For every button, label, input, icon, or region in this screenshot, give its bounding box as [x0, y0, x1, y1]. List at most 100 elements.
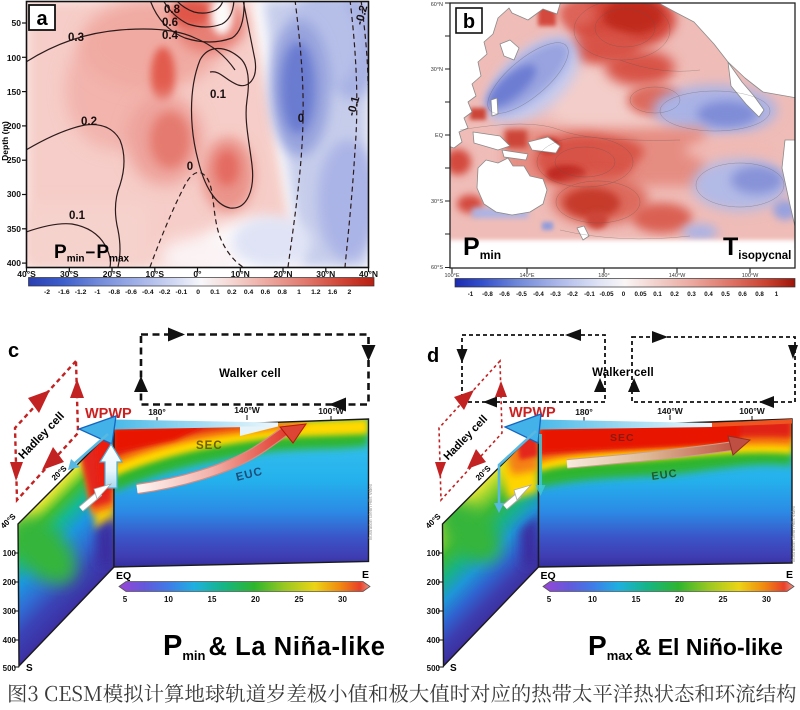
- svg-text:0.2: 0.2: [227, 289, 237, 296]
- svg-text:20°N: 20°N: [274, 269, 293, 279]
- svg-text:-1.2: -1.2: [75, 289, 87, 296]
- svg-text:0.4: 0.4: [162, 30, 179, 42]
- svg-text:-0.4: -0.4: [533, 291, 544, 298]
- svg-text:Pmin& La Niña-like: Pmin & La Niña-like: [163, 630, 386, 663]
- svg-text:0: 0: [187, 161, 193, 173]
- svg-text:Illustration Glenn Hills Video: Illustration Glenn Hills Video: [791, 505, 796, 562]
- svg-text:60°N: 60°N: [431, 2, 443, 8]
- svg-text:d: d: [427, 345, 439, 367]
- svg-text:-0.05: -0.05: [599, 291, 614, 298]
- svg-text:WPWP: WPWP: [85, 406, 132, 422]
- svg-text:-0.8: -0.8: [482, 291, 493, 298]
- svg-text:20: 20: [251, 595, 260, 604]
- svg-text:-0.8: -0.8: [108, 289, 120, 296]
- svg-text:0.05: 0.05: [634, 291, 647, 298]
- svg-text:200: 200: [7, 121, 21, 131]
- svg-text:0: 0: [196, 289, 200, 296]
- svg-text:0: 0: [622, 291, 626, 298]
- svg-text:Walker cell: Walker cell: [592, 367, 654, 379]
- svg-text:200: 200: [3, 578, 17, 587]
- svg-text:140°W: 140°W: [669, 273, 686, 279]
- svg-text:-0.1: -0.1: [346, 95, 363, 118]
- svg-text:0.6: 0.6: [162, 17, 178, 29]
- svg-text:b: b: [463, 11, 475, 33]
- svg-text:-1.6: -1.6: [58, 289, 70, 296]
- svg-text:5: 5: [123, 595, 128, 604]
- svg-text:15: 15: [632, 595, 641, 604]
- svg-text:-0.3: -0.3: [550, 291, 561, 298]
- svg-text:100: 100: [7, 53, 21, 63]
- svg-text:100°W: 100°W: [318, 406, 345, 416]
- svg-text:10: 10: [164, 595, 173, 604]
- svg-text:40°N: 40°N: [359, 269, 378, 279]
- svg-text:0.2: 0.2: [81, 116, 97, 128]
- svg-text:Hadley cell: Hadley cell: [442, 413, 491, 463]
- svg-text:100°E: 100°E: [444, 273, 459, 279]
- svg-text:Walker cell: Walker cell: [219, 368, 281, 380]
- svg-text:0.8: 0.8: [755, 291, 764, 298]
- svg-text:100: 100: [3, 549, 17, 558]
- svg-text:40°S: 40°S: [17, 269, 36, 279]
- svg-text:0.1: 0.1: [210, 89, 227, 101]
- svg-text:180°: 180°: [575, 407, 593, 417]
- svg-text:0.8: 0.8: [277, 289, 287, 296]
- svg-text:300: 300: [7, 189, 21, 199]
- svg-text:EQ: EQ: [116, 570, 131, 582]
- svg-text:0.1: 0.1: [653, 291, 662, 298]
- svg-text:30°S: 30°S: [60, 269, 79, 279]
- svg-text:10°S: 10°S: [146, 269, 165, 279]
- svg-text:-0.4: -0.4: [142, 289, 154, 296]
- svg-text:50: 50: [12, 18, 22, 28]
- svg-text:400: 400: [427, 636, 441, 645]
- svg-text:180°: 180°: [598, 273, 609, 279]
- svg-text:-0.2: -0.2: [159, 289, 171, 296]
- svg-text:WPWP: WPWP: [509, 405, 556, 421]
- svg-text:SEC: SEC: [610, 432, 635, 444]
- svg-text:30: 30: [762, 595, 771, 604]
- svg-text:1.2: 1.2: [311, 289, 321, 296]
- svg-text:EQ: EQ: [435, 133, 444, 139]
- svg-text:Pmax& El Niño-like: Pmax& El Niño-like: [588, 630, 783, 663]
- svg-text:-1: -1: [94, 289, 100, 296]
- svg-text:60°S: 60°S: [431, 265, 443, 271]
- svg-text:30°S: 30°S: [431, 199, 443, 205]
- svg-text:25: 25: [719, 595, 728, 604]
- svg-text:-0.2: -0.2: [567, 291, 578, 298]
- svg-text:1.6: 1.6: [328, 289, 338, 296]
- svg-text:350: 350: [7, 224, 21, 234]
- svg-text:500: 500: [3, 664, 17, 673]
- svg-text:200: 200: [427, 578, 441, 587]
- svg-text:30: 30: [338, 595, 347, 604]
- svg-text:1: 1: [297, 289, 301, 296]
- svg-text:-0.5: -0.5: [516, 291, 527, 298]
- svg-text:25: 25: [295, 595, 304, 604]
- svg-text:S: S: [26, 663, 33, 674]
- svg-text:c: c: [8, 340, 19, 362]
- svg-text:Illustration Glenn Hills Video: Illustration Glenn Hills Video: [368, 483, 373, 540]
- svg-text:0: 0: [298, 113, 304, 125]
- svg-text:40°S: 40°S: [424, 511, 443, 530]
- svg-text:180°: 180°: [148, 407, 166, 417]
- svg-text:1: 1: [775, 291, 779, 298]
- svg-text:0.3: 0.3: [687, 291, 696, 298]
- svg-text:100°W: 100°W: [742, 273, 759, 279]
- svg-text:-0.6: -0.6: [125, 289, 137, 296]
- svg-text:100°W: 100°W: [739, 406, 766, 416]
- svg-text:0.6: 0.6: [261, 289, 271, 296]
- svg-text:Depth (m): Depth (m): [0, 121, 10, 161]
- svg-text:0.2: 0.2: [670, 291, 679, 298]
- svg-text:10: 10: [588, 595, 597, 604]
- svg-text:30°N: 30°N: [316, 269, 335, 279]
- svg-text:140°W: 140°W: [657, 406, 684, 416]
- svg-text:30°N: 30°N: [431, 67, 443, 73]
- svg-text:40°S: 40°S: [0, 511, 18, 530]
- svg-text:-0.2: -0.2: [354, 4, 371, 26]
- svg-text:500: 500: [427, 664, 441, 673]
- svg-text:-2: -2: [44, 289, 50, 296]
- svg-text:140°W: 140°W: [234, 405, 261, 415]
- svg-text:10°N: 10°N: [231, 269, 250, 279]
- svg-text:140°E: 140°E: [519, 273, 534, 279]
- svg-text:0.5: 0.5: [721, 291, 730, 298]
- svg-text:-1: -1: [468, 291, 474, 298]
- svg-text:250: 250: [7, 155, 21, 165]
